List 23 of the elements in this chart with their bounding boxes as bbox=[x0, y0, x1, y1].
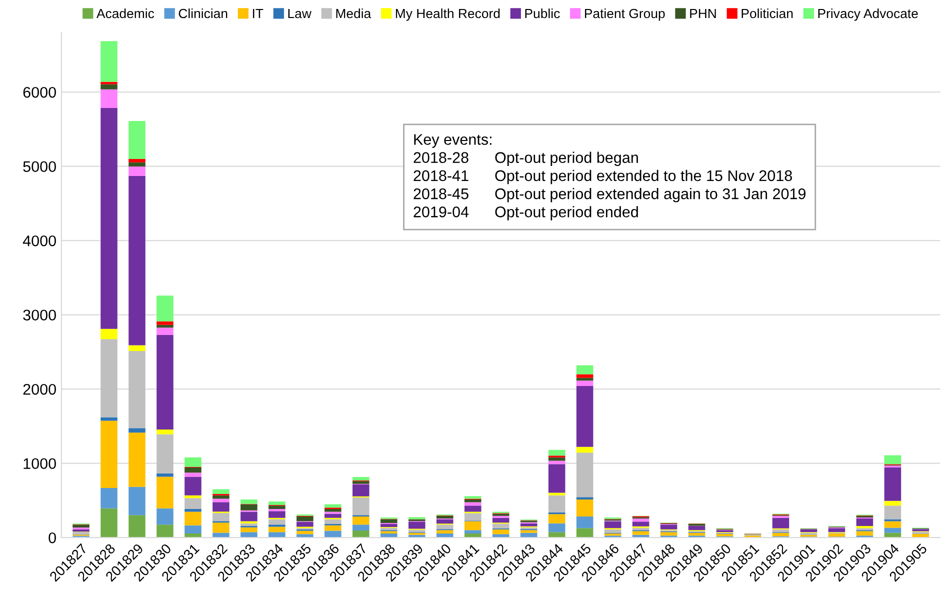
legend-label: My Health Record bbox=[396, 8, 500, 21]
y-tick-label: 4000 bbox=[22, 235, 56, 246]
annotation: 2018-41 Opt-out period extended to the 15 Nov 2018 bbox=[414, 170, 792, 184]
y-tick-label: 0 bbox=[48, 532, 56, 544]
annotation: 2018-28 Opt-out period began bbox=[414, 152, 638, 166]
legend-label: IT bbox=[252, 8, 264, 18]
annotation: 2019-04 Opt-out period ended bbox=[414, 206, 638, 220]
legend-label: Law bbox=[288, 8, 312, 18]
legend-label: Patient Group bbox=[584, 8, 665, 21]
annotation: Key events: bbox=[414, 134, 492, 148]
legend-label: Academic bbox=[96, 8, 154, 18]
y-tick-label: 3000 bbox=[23, 310, 56, 321]
y-tick-label: 2000 bbox=[23, 384, 56, 395]
y-tick-label: 6000 bbox=[23, 86, 56, 98]
y-tick-label: 5000 bbox=[23, 161, 56, 172]
legend-label: Politician bbox=[742, 8, 793, 18]
legend-label: Privacy Advocate bbox=[818, 8, 918, 21]
annotation: 2018-45 Opt-out period extended again to 31 Jan 2019 bbox=[414, 188, 806, 202]
y-tick-label: 1000 bbox=[24, 458, 56, 470]
legend-label: Clinician bbox=[178, 8, 228, 18]
legend-label: Public bbox=[525, 8, 560, 18]
legend-label: PHN bbox=[690, 8, 716, 18]
legend-label: Media bbox=[336, 8, 372, 18]
